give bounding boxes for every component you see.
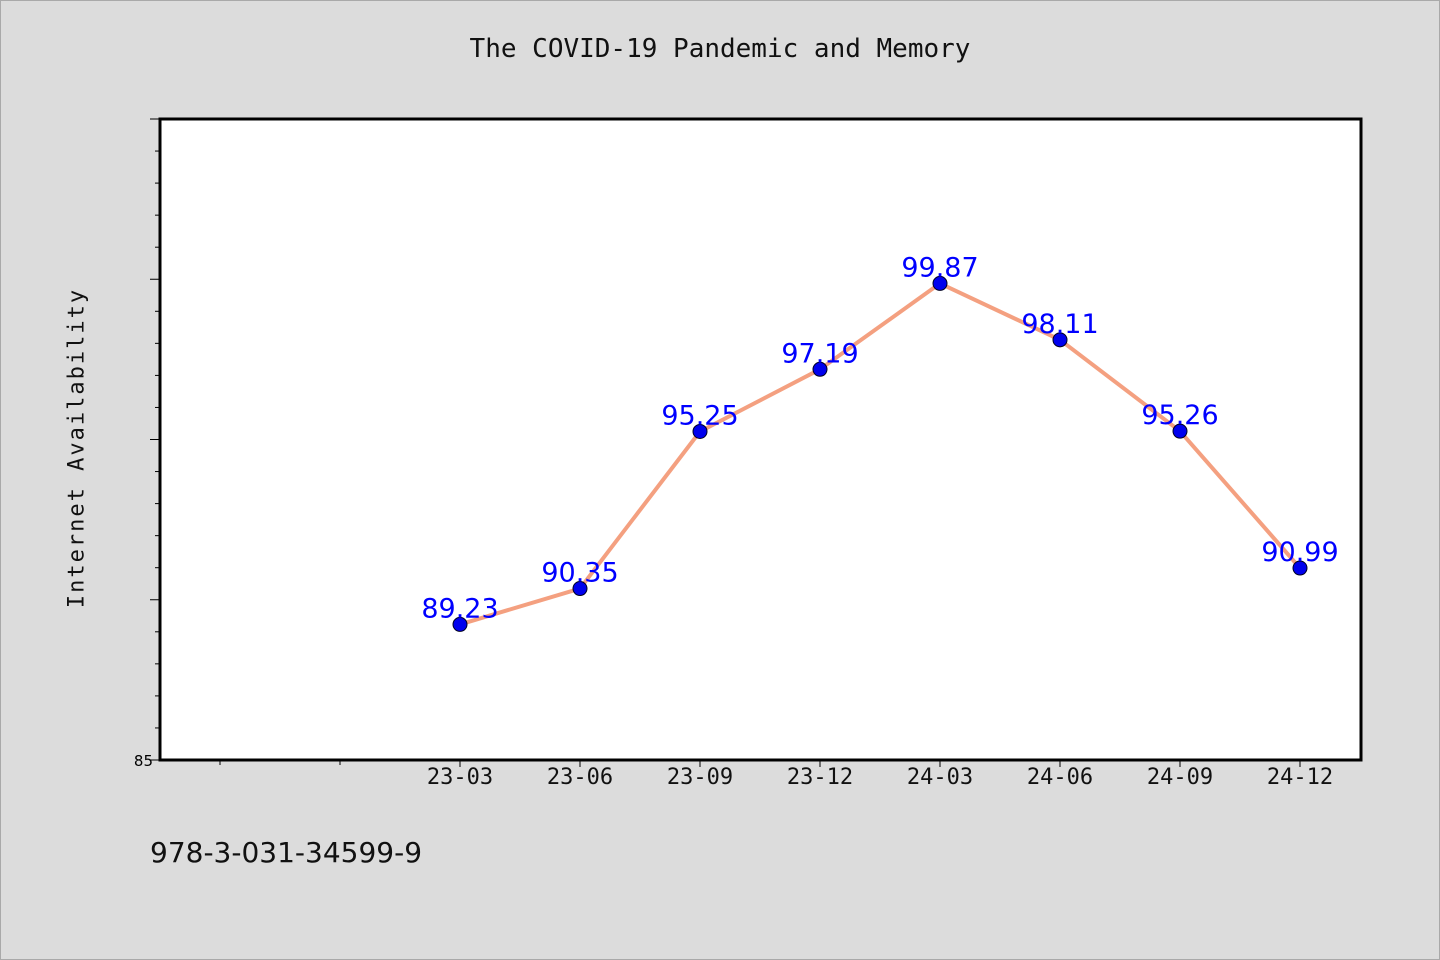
series-line <box>459 281 1302 627</box>
data-label: 95.25 <box>661 400 738 431</box>
data-label: 90.35 <box>541 558 618 589</box>
axis-ticks <box>150 118 1301 767</box>
x-tick-labels: 23-03 23-06 23-09 23-12 24-03 24-06 24-09 24-12 <box>427 765 1333 790</box>
y-tick-label: 85 <box>134 752 153 770</box>
plot-area <box>158 117 1363 762</box>
data-labels: 89.23 90.35 95.25 97.19 99.87 98.11 95.26 90.99 <box>421 252 1338 624</box>
data-point <box>812 361 828 377</box>
x-tick-label: 23-09 <box>667 765 733 790</box>
data-label: 98.11 <box>1021 309 1098 340</box>
x-tick-label: 24-06 <box>1027 765 1093 790</box>
data-label: 90.99 <box>1261 537 1338 568</box>
chart-title: The COVID-19 Pandemic and Memory <box>469 34 971 64</box>
data-label: 95.26 <box>1141 400 1218 431</box>
isbn-text: 978-3-031-34599-9 <box>150 836 423 869</box>
x-tick-label: 23-03 <box>427 765 493 790</box>
x-tick-label: 24-03 <box>907 765 973 790</box>
data-point <box>1052 332 1068 348</box>
data-point <box>1172 423 1188 439</box>
data-label: 97.19 <box>781 338 858 369</box>
x-tick-label: 23-06 <box>547 765 613 790</box>
data-point <box>932 275 948 291</box>
data-point <box>692 423 708 439</box>
data-point <box>452 616 468 632</box>
data-markers <box>452 275 1308 632</box>
y-tick-labels: 85 <box>134 752 153 770</box>
x-tick-label: 24-09 <box>1147 765 1213 790</box>
data-point <box>1292 560 1308 576</box>
x-tick-label: 24-12 <box>1267 765 1333 790</box>
data-label: 99.87 <box>901 252 978 283</box>
x-tick-label: 23-12 <box>787 765 853 790</box>
data-point <box>572 581 588 597</box>
data-label: 89.23 <box>421 593 498 624</box>
